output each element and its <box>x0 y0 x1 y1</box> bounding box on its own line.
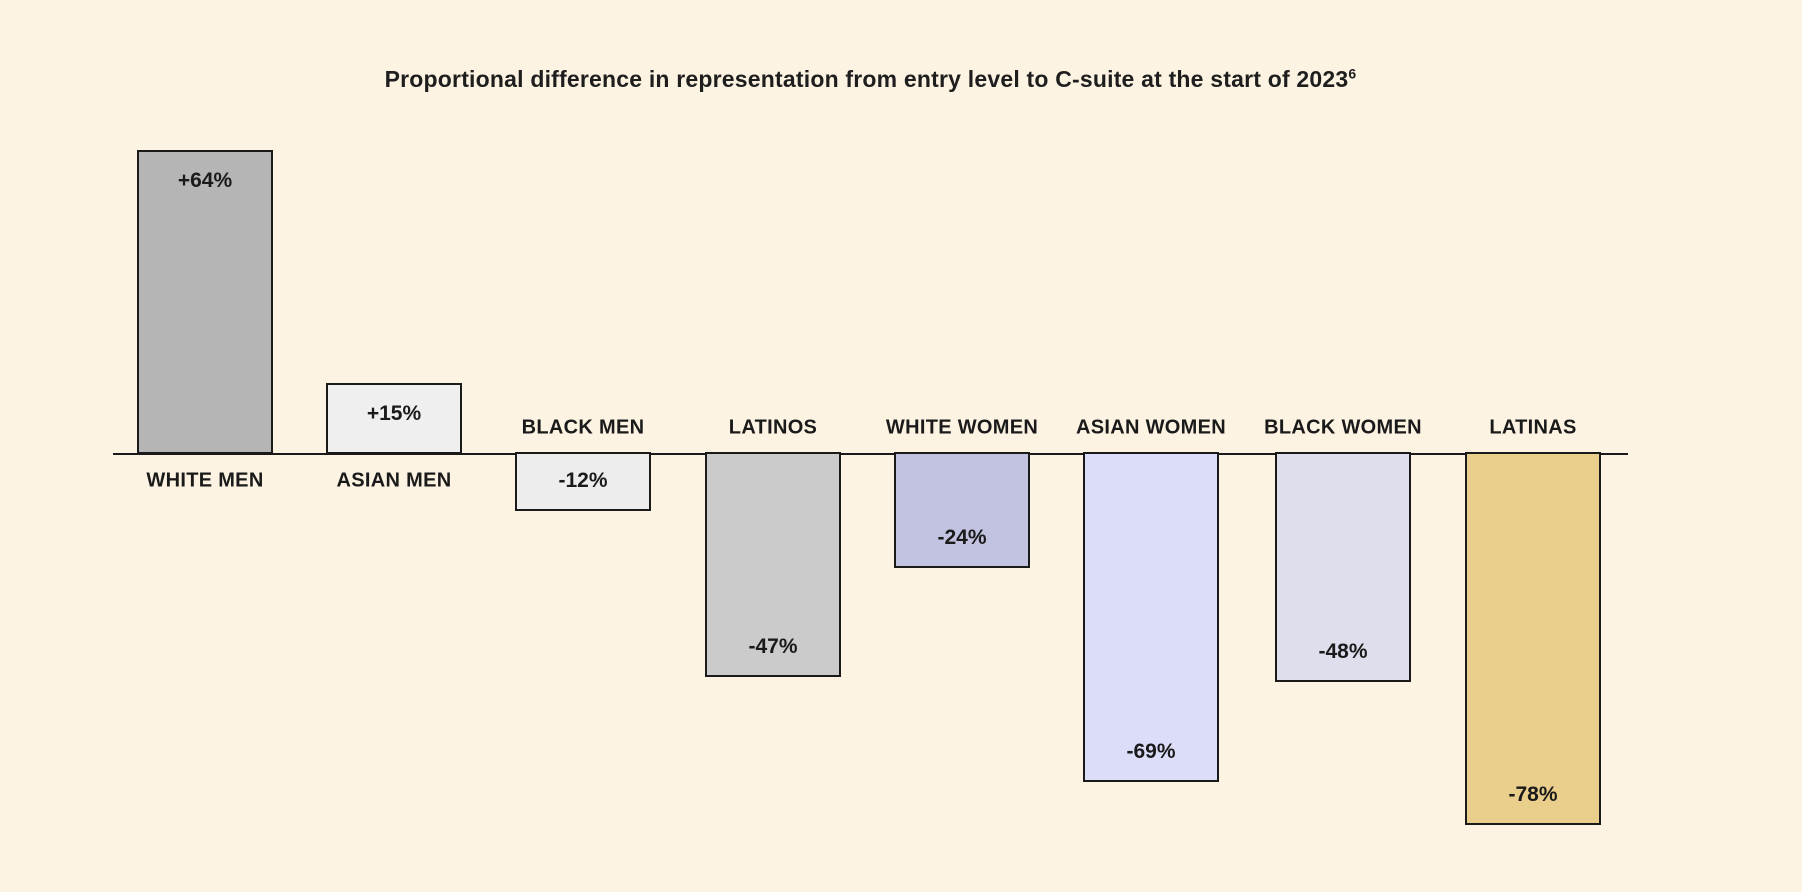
value-label-black-men: -12% <box>558 469 608 492</box>
category-label-black-men: BLACK MEN <box>521 416 645 439</box>
bar-white-women <box>894 452 1030 568</box>
value-label-latinos: -47% <box>748 635 798 658</box>
category-label-latinas: LATINAS <box>1489 416 1577 439</box>
value-label-white-women: -24% <box>937 526 987 549</box>
value-label-white-men: +64% <box>177 169 233 192</box>
value-label-asian-men: +15% <box>366 402 422 425</box>
bar-black-men <box>515 452 651 511</box>
category-label-asian-men: ASIAN MEN <box>336 469 452 492</box>
chart-title-footnote-superscript: 6 <box>1348 65 1357 82</box>
chart-title: Proportional difference in representatio… <box>113 66 1628 93</box>
chart-title-text: Proportional difference in representatio… <box>384 66 1349 92</box>
value-label-asian-women: -69% <box>1126 740 1176 763</box>
zero-baseline-axis <box>113 453 1628 455</box>
category-label-white-men: WHITE MEN <box>146 469 264 492</box>
bar-white-men <box>137 150 273 454</box>
category-label-white-women: WHITE WOMEN <box>885 416 1039 439</box>
category-label-asian-women: ASIAN WOMEN <box>1076 416 1226 439</box>
bar-asian-women <box>1083 452 1219 782</box>
category-label-latinos: LATINOS <box>728 416 818 439</box>
bar-asian-men <box>326 383 462 454</box>
category-label-black-women: BLACK WOMEN <box>1264 416 1422 439</box>
bar-black-women <box>1275 452 1411 682</box>
value-label-latinas: -78% <box>1508 783 1558 806</box>
bar-latinas <box>1465 452 1601 825</box>
bar-latinos <box>705 452 841 677</box>
value-label-black-women: -48% <box>1318 640 1368 663</box>
